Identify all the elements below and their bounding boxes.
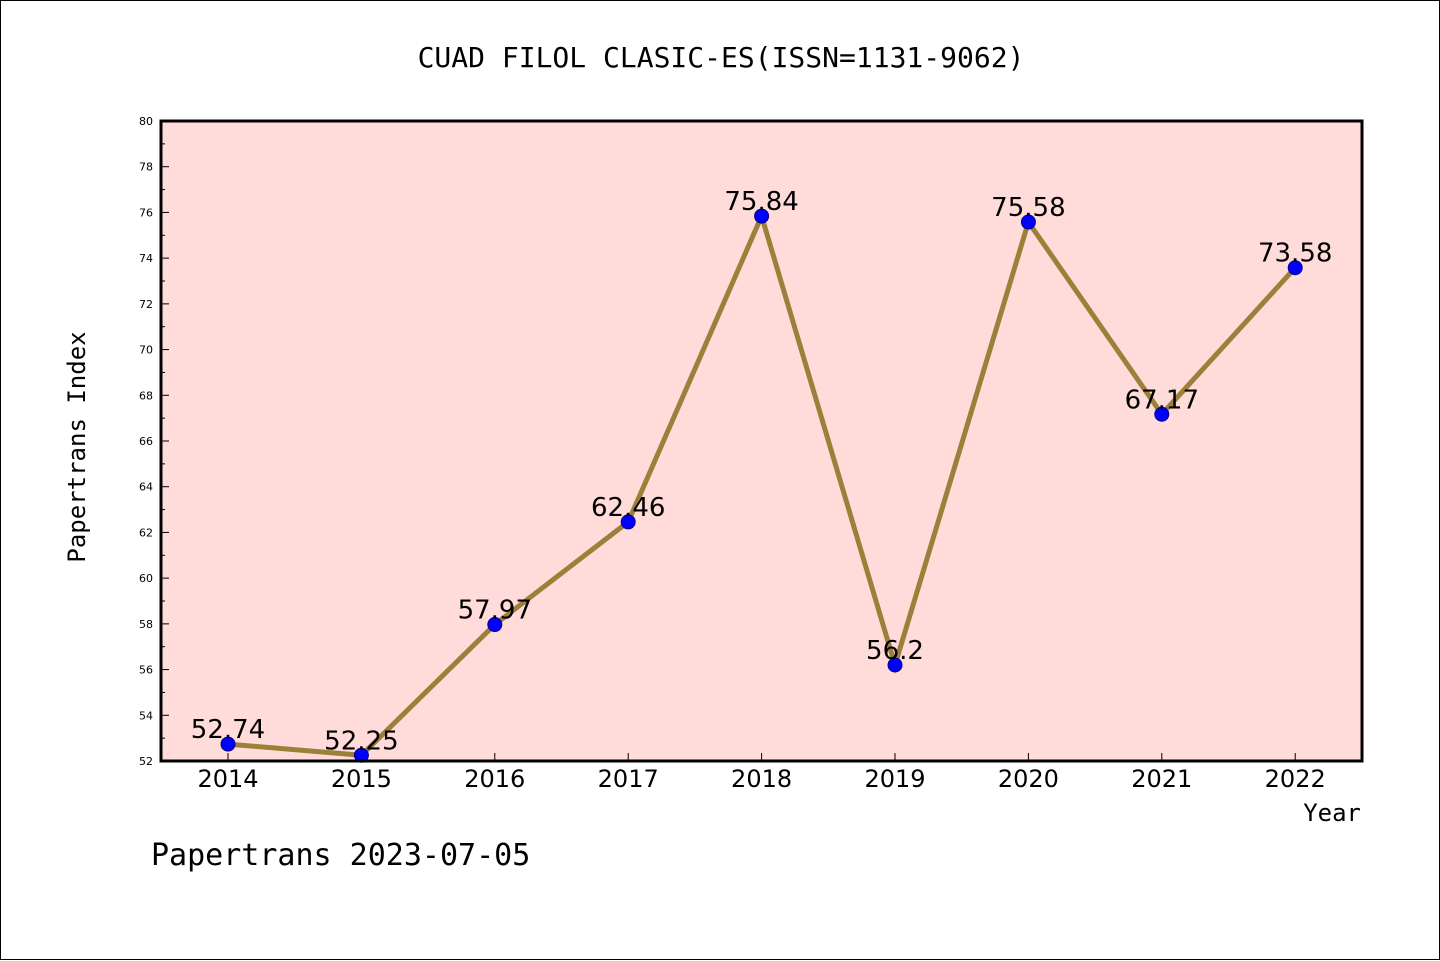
- data-label: 52.74: [191, 715, 265, 745]
- x-tick-label: 2021: [1131, 765, 1192, 793]
- data-label: 56.2: [866, 636, 924, 666]
- plot-area: [161, 121, 1362, 761]
- y-tick-label: 54: [139, 709, 153, 722]
- y-tick-label: 72: [139, 298, 153, 311]
- x-tick-label: 2014: [197, 765, 258, 793]
- x-axis-ticks: 2014 2015 2016 2017 2018 2019 2020 2021 2022: [197, 753, 1326, 793]
- y-tick-label: 66: [139, 435, 153, 448]
- data-label: 57.97: [458, 596, 532, 626]
- y-tick-label: 74: [139, 252, 153, 265]
- x-tick-label: 2015: [331, 765, 392, 793]
- data-point: [887, 657, 903, 673]
- data-point: [1154, 406, 1170, 422]
- data-label: 67.17: [1125, 385, 1199, 415]
- x-tick-label: 2019: [864, 765, 925, 793]
- x-tick-label: 2016: [464, 765, 525, 793]
- x-axis-title: Year: [1303, 799, 1361, 827]
- y-tick-label: 60: [139, 572, 153, 585]
- y-axis-title: Papertrans Index: [63, 331, 91, 562]
- y-tick-label: 56: [139, 664, 153, 677]
- y-tick-label: 68: [139, 389, 153, 402]
- data-point: [1020, 214, 1036, 230]
- data-label: 75.84: [724, 187, 798, 217]
- data-point: [1287, 260, 1303, 276]
- x-tick-label: 2018: [731, 765, 792, 793]
- data-label: 52.25: [324, 726, 398, 756]
- y-tick-label: 64: [139, 481, 153, 494]
- y-tick-label: 52: [139, 755, 153, 768]
- x-tick-label: 2022: [1265, 765, 1326, 793]
- data-label: 73.58: [1258, 239, 1332, 269]
- data-point: [487, 617, 503, 633]
- data-point: [754, 208, 770, 224]
- footer-date: Papertrans 2023-07-05: [151, 838, 530, 873]
- data-point: [220, 736, 236, 752]
- data-labels-group: 52.74 52.25 57.97 62.46 75.84 56.2 75.58 67.17 7…: [191, 187, 1333, 756]
- x-tick-label: 2020: [998, 765, 1059, 793]
- y-tick-label: 80: [139, 115, 153, 128]
- series-group: [220, 208, 1303, 763]
- y-tick-label: 58: [139, 618, 153, 631]
- y-tick-label: 76: [139, 206, 153, 219]
- data-label: 75.58: [991, 193, 1065, 223]
- plot-frame: [159, 119, 1364, 763]
- x-tick-label: 2017: [598, 765, 659, 793]
- data-point: [620, 514, 636, 530]
- y-tick-label: 78: [139, 161, 153, 174]
- y-tick-label: 70: [139, 344, 153, 357]
- data-label: 62.46: [591, 493, 665, 523]
- y-axis-ticks: 52 54 56 58 60 62 64 66 68 70 72 74 76 78 80: [139, 115, 169, 768]
- chart-title: CUAD FILOL CLASIC-ES(ISSN=1131-9062): [418, 41, 1025, 74]
- y-tick-label: 62: [139, 526, 153, 539]
